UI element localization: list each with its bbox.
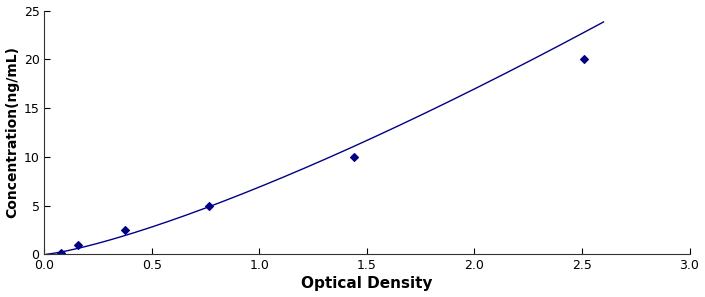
X-axis label: Optical Density: Optical Density bbox=[301, 277, 433, 291]
Y-axis label: Concentration(ng/mL): Concentration(ng/mL) bbox=[6, 47, 20, 219]
